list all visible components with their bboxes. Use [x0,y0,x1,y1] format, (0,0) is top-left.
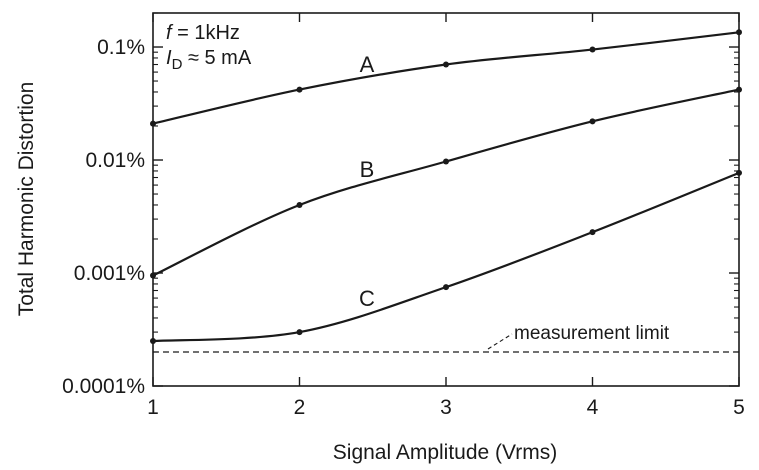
measurement-limit-leader [487,333,513,350]
x-tick-label: 3 [440,396,452,419]
series-label-a: A [360,52,375,77]
x-tick-label: 1 [147,396,159,419]
data-point-b [736,86,742,93]
measurement-limit-label: measurement limit [514,323,670,344]
data-point-c [589,229,596,236]
series-line-a [152,31,740,125]
data-point-c [150,338,156,345]
x-tick-label: 4 [587,396,599,419]
data-point-a [296,86,303,93]
data-point-a [736,29,742,36]
data-point-c [443,284,449,291]
condition-frequency: f = 1kHz [166,22,240,44]
labels-layer: 1 2 3 4 5 0.0001% 0.001% 0.01% 0.1% measurement l… [62,36,745,419]
x-axis-title: Signal Amplitude (Vrms) [333,441,557,464]
y-tick-label: 0.0001% [62,375,145,398]
series-line-c [152,171,740,343]
data-point-b [589,118,596,125]
data-point-b [296,201,303,208]
data-point-c [736,169,742,176]
data-point-a [150,120,156,127]
condition-drain-current: ID ≈ 5 mA [166,47,252,73]
y-tick-label: 0.01% [85,149,145,172]
data-point-b [443,158,449,165]
data-point-a [443,61,449,68]
series-label-c: C [359,286,375,311]
y-tick-label: 0.1% [97,36,145,59]
x-tick-label: 5 [733,396,745,419]
data-point-a [589,46,596,53]
y-axis-title: Total Harmonic Distortion [15,82,38,317]
data-point-b [150,272,156,279]
series-label-b: B [360,157,375,182]
series-line-b [152,88,740,277]
x-tick-label: 2 [294,396,306,419]
curves-layer [150,29,742,353]
y-tick-label: 0.001% [74,262,145,285]
data-point-c [296,329,303,336]
